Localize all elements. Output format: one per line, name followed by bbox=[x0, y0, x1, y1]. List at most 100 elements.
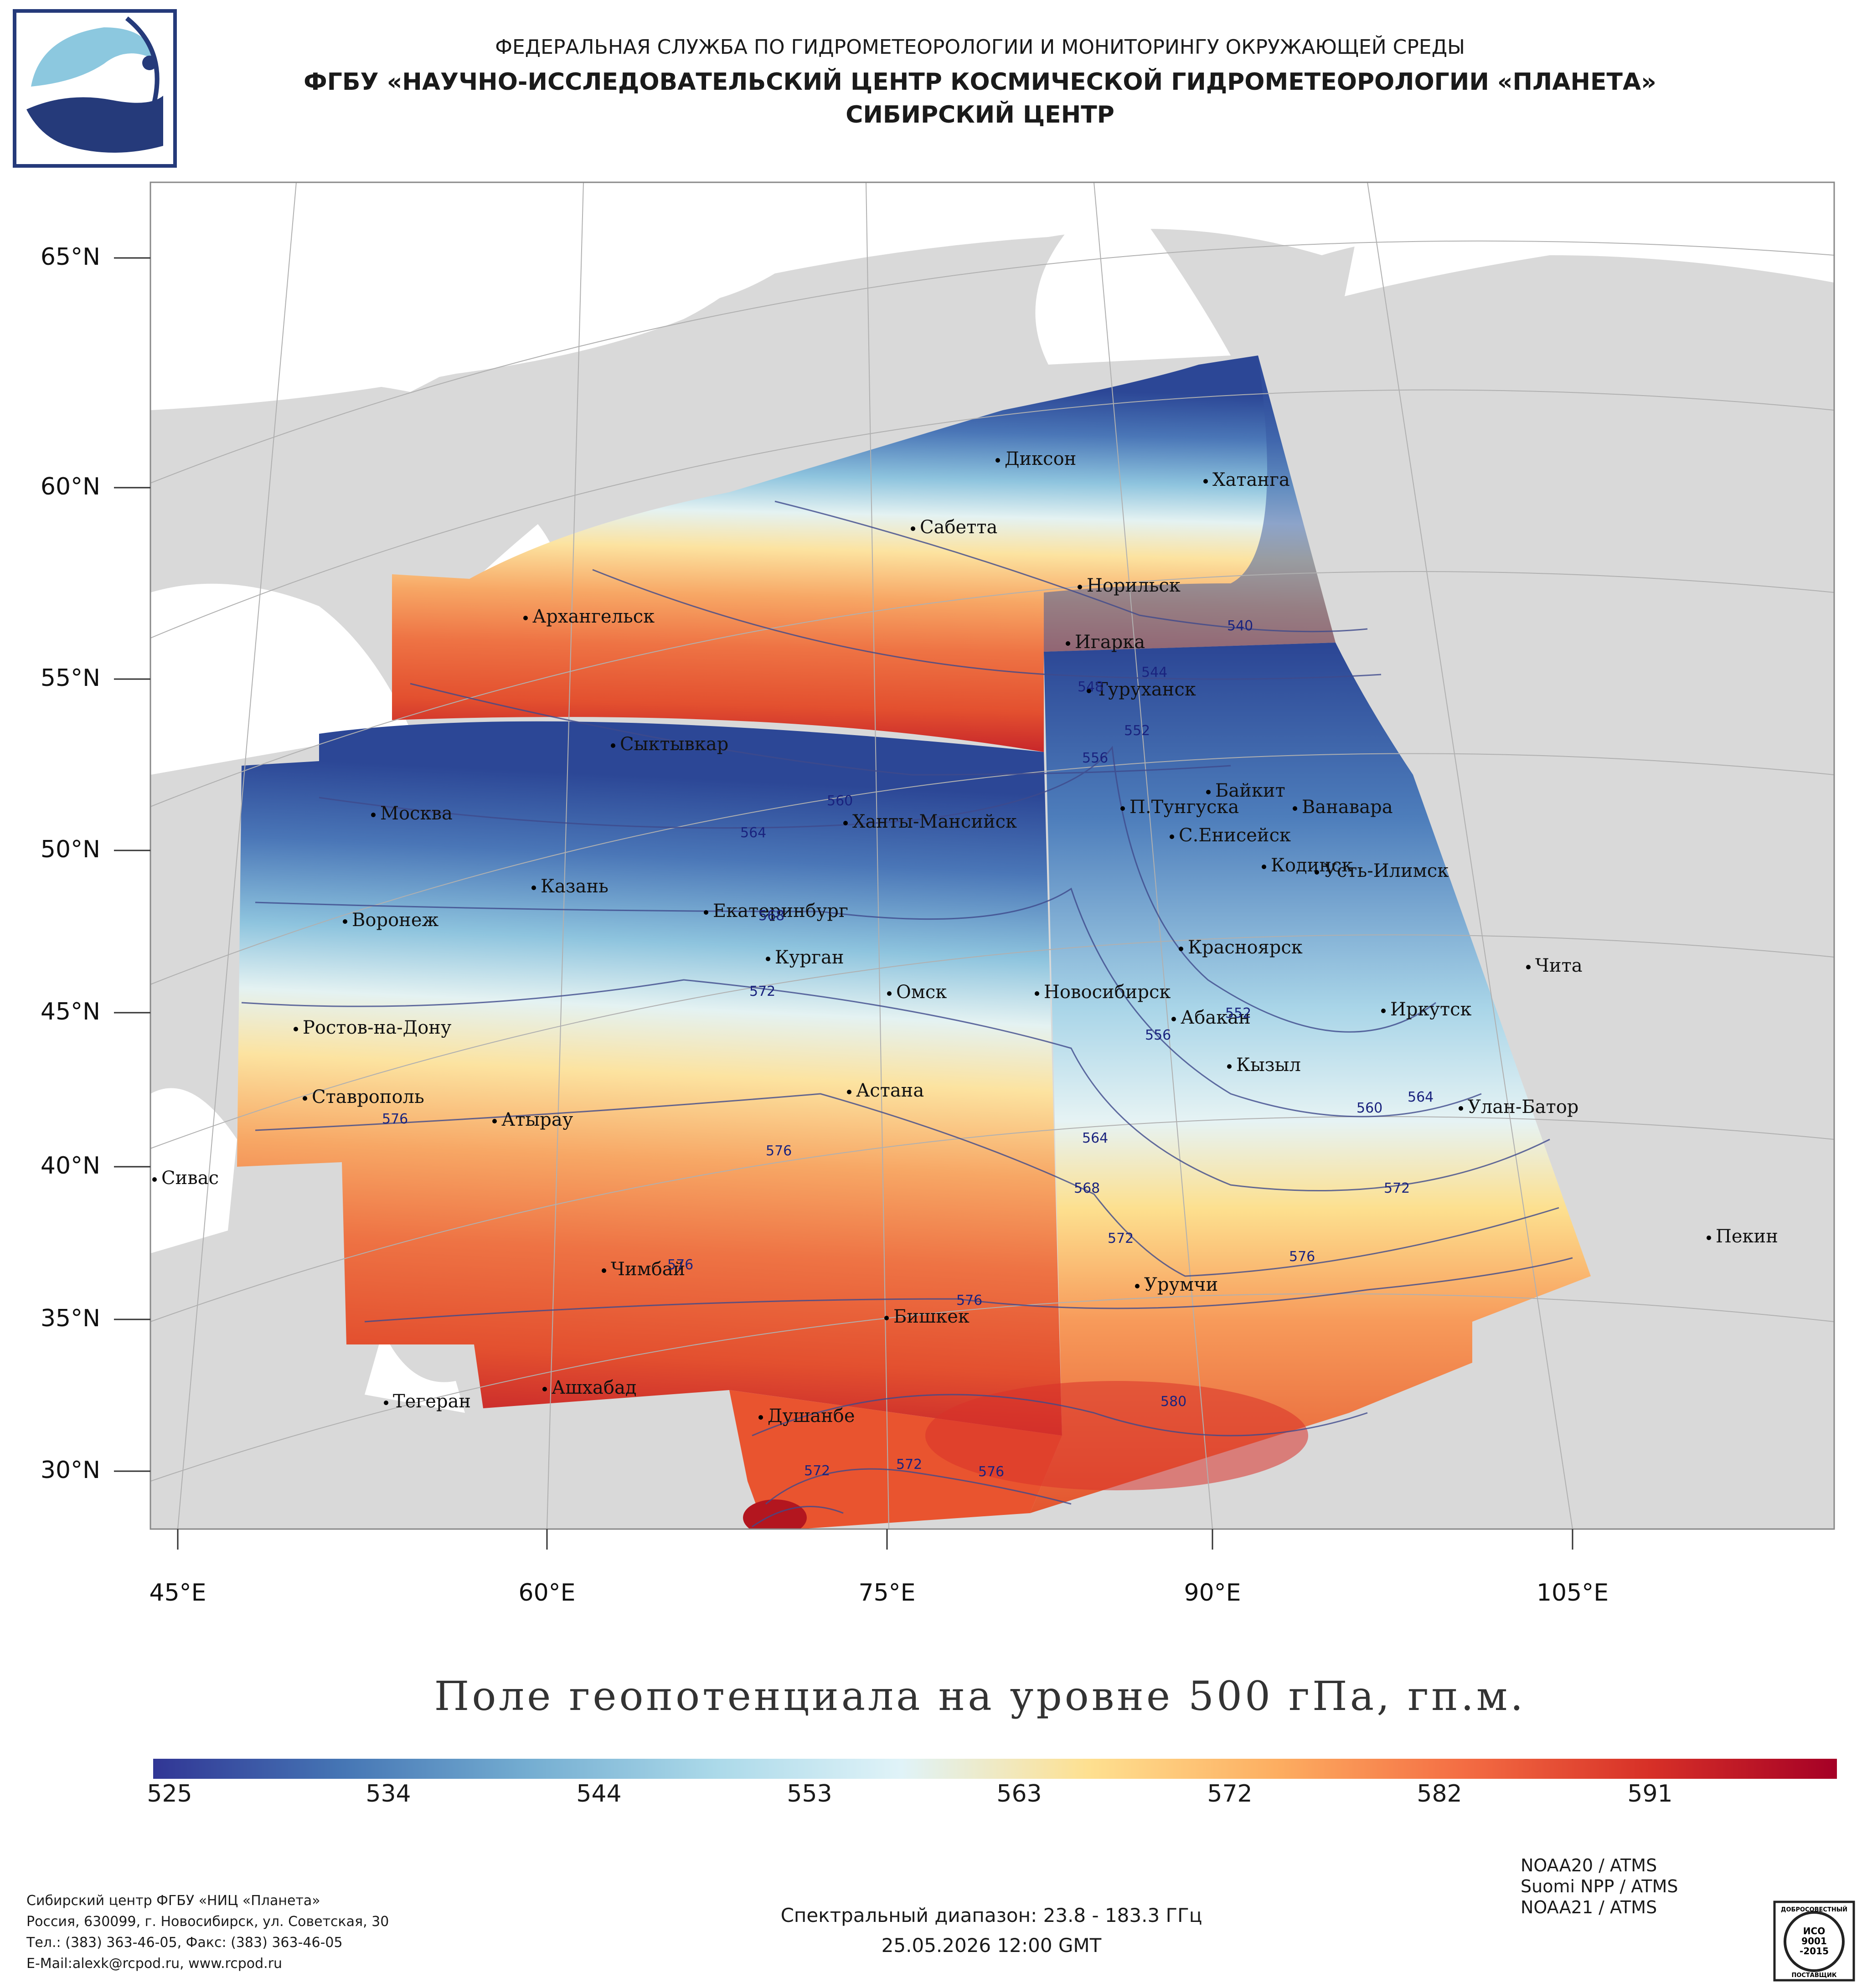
satellite-swath-west bbox=[237, 721, 1062, 1436]
contour-value-label: 572 bbox=[804, 1463, 830, 1479]
city-label: Иркутск bbox=[1381, 999, 1472, 1020]
seal-text: ИСО bbox=[1803, 1926, 1825, 1936]
colorbar bbox=[153, 1759, 1837, 1779]
city-marker bbox=[371, 813, 376, 817]
lon-label-60: 60°E bbox=[518, 1579, 576, 1607]
city-marker bbox=[1171, 1017, 1176, 1021]
city-name: Чита bbox=[1535, 955, 1583, 976]
city-label: С.Енисейск bbox=[1170, 825, 1291, 846]
city-marker bbox=[704, 910, 708, 915]
map-frame bbox=[150, 181, 1835, 1530]
contour-value-label: 552 bbox=[1225, 1005, 1252, 1021]
city-label: Бишкек bbox=[884, 1306, 970, 1327]
lat-label-30: 30°N bbox=[40, 1457, 100, 1484]
city-marker bbox=[492, 1119, 497, 1123]
city-label: Ханты-Мансийск bbox=[843, 811, 1017, 832]
city-marker bbox=[1203, 479, 1208, 484]
footer-phone: Тел.: (383) 363-46-05, Факс: (383) 363-4… bbox=[26, 1935, 343, 1951]
lon-label-75: 75°E bbox=[858, 1579, 916, 1607]
city-marker bbox=[766, 957, 770, 961]
city-marker bbox=[1170, 834, 1174, 839]
contour-value-label: 540 bbox=[1227, 618, 1253, 634]
city-label: Курган bbox=[766, 947, 844, 968]
city-name: Туруханск bbox=[1096, 679, 1196, 700]
city-name: Сабетта bbox=[920, 517, 998, 538]
city-name: Атырау bbox=[501, 1109, 573, 1130]
city-marker bbox=[531, 886, 536, 890]
satellite-item: Suomi NPP / ATMS bbox=[1521, 1876, 1678, 1896]
footer-product-info: Спектральный диапазон: 23.8 - 183.3 ГГц … bbox=[684, 1900, 1299, 1961]
city-label: Ванавара bbox=[1293, 797, 1393, 818]
city-marker bbox=[1707, 1236, 1711, 1240]
city-name: Астана bbox=[856, 1080, 924, 1101]
city-marker bbox=[1459, 1106, 1463, 1111]
city-label: Ставрополь bbox=[303, 1087, 424, 1107]
city-label: П.Тунгуска bbox=[1120, 797, 1239, 818]
city-name: Ашхабад bbox=[552, 1377, 637, 1398]
colorbar-tick: 544 bbox=[576, 1780, 622, 1808]
city-marker bbox=[152, 1177, 157, 1182]
city-name: С.Енисейск bbox=[1179, 825, 1291, 846]
contour-value-label: 564 bbox=[1082, 1130, 1109, 1146]
city-label: Новосибирск bbox=[1035, 982, 1171, 1003]
contour-value-label: 552 bbox=[1124, 723, 1150, 739]
city-name: Курган bbox=[775, 947, 844, 968]
contour-value-label: 564 bbox=[1408, 1089, 1434, 1105]
city-marker bbox=[758, 1415, 763, 1420]
contour-lines bbox=[241, 500, 1573, 1528]
city-name: Пекин bbox=[1716, 1226, 1778, 1247]
satellite-item: NOAA20 / ATMS bbox=[1521, 1855, 1657, 1875]
city-label: Кодинск bbox=[1262, 855, 1353, 876]
city-label: Атырау bbox=[492, 1109, 573, 1130]
colorbar-tick: 591 bbox=[1627, 1780, 1673, 1808]
contour-value-label: 576 bbox=[667, 1257, 694, 1273]
caspian-south bbox=[365, 1331, 465, 1413]
city-name: П.Тунгуска bbox=[1129, 797, 1239, 818]
cold-core-north bbox=[1044, 355, 1336, 652]
city-marker bbox=[1315, 870, 1319, 875]
city-name: Архангельск bbox=[532, 606, 655, 627]
colorbar-tick: 582 bbox=[1417, 1780, 1462, 1808]
city-marker bbox=[1179, 947, 1183, 951]
city-marker bbox=[1293, 806, 1297, 811]
city-marker bbox=[887, 991, 892, 996]
satellite-list: NOAA20 / ATMS Suomi NPP / ATMS NOAA21 / … bbox=[1521, 1855, 1678, 1918]
city-name: Казань bbox=[541, 876, 609, 897]
axis-ticks bbox=[114, 257, 1573, 1550]
contour-value-label: 576 bbox=[1289, 1249, 1315, 1265]
geopotential-map bbox=[114, 181, 1835, 1550]
contour-value-label: 564 bbox=[740, 825, 767, 841]
city-label: Казань bbox=[531, 876, 609, 897]
contour-value-label: 572 bbox=[749, 984, 776, 999]
city-label: Улан-Батор bbox=[1459, 1097, 1578, 1118]
city-name: Ханты-Мансийск bbox=[852, 811, 1017, 832]
city-label: Екатеринбург bbox=[704, 901, 848, 922]
lon-label-45: 45°E bbox=[149, 1579, 206, 1607]
lat-label-35: 35°N bbox=[40, 1305, 100, 1332]
contour-value-label: 560 bbox=[1356, 1100, 1383, 1116]
city-name: Усть-Илимск bbox=[1324, 860, 1449, 881]
city-label: Туруханск bbox=[1087, 679, 1196, 700]
city-name: Омск bbox=[896, 982, 947, 1003]
city-name: Норильск bbox=[1087, 575, 1181, 596]
city-marker bbox=[343, 919, 347, 924]
satellite-swath-north bbox=[392, 355, 1336, 752]
contour-value-label: 556 bbox=[1082, 750, 1109, 766]
city-label: Сыктывкар bbox=[611, 734, 728, 755]
city-label: Сабетта bbox=[911, 517, 997, 538]
kara-sea bbox=[1035, 182, 1231, 365]
map-title: Поле геопотенциала на уровне 500 гПа, гп… bbox=[434, 1673, 1526, 1720]
city-name: Москва bbox=[380, 803, 453, 824]
city-marker bbox=[1381, 1009, 1386, 1013]
city-name: Игарка bbox=[1075, 632, 1145, 653]
warm-core-south bbox=[925, 1381, 1308, 1490]
city-label: Омск bbox=[887, 982, 947, 1003]
city-name: Кызыл bbox=[1236, 1055, 1301, 1076]
warm-core-pamir bbox=[743, 1499, 807, 1529]
city-name: Хатанга bbox=[1212, 469, 1290, 490]
city-marker bbox=[611, 743, 615, 748]
city-marker bbox=[1135, 1284, 1140, 1288]
contour-value-label: 556 bbox=[1145, 1027, 1171, 1043]
colorbar-tick: 525 bbox=[147, 1780, 192, 1808]
city-label: Норильск bbox=[1078, 575, 1181, 596]
